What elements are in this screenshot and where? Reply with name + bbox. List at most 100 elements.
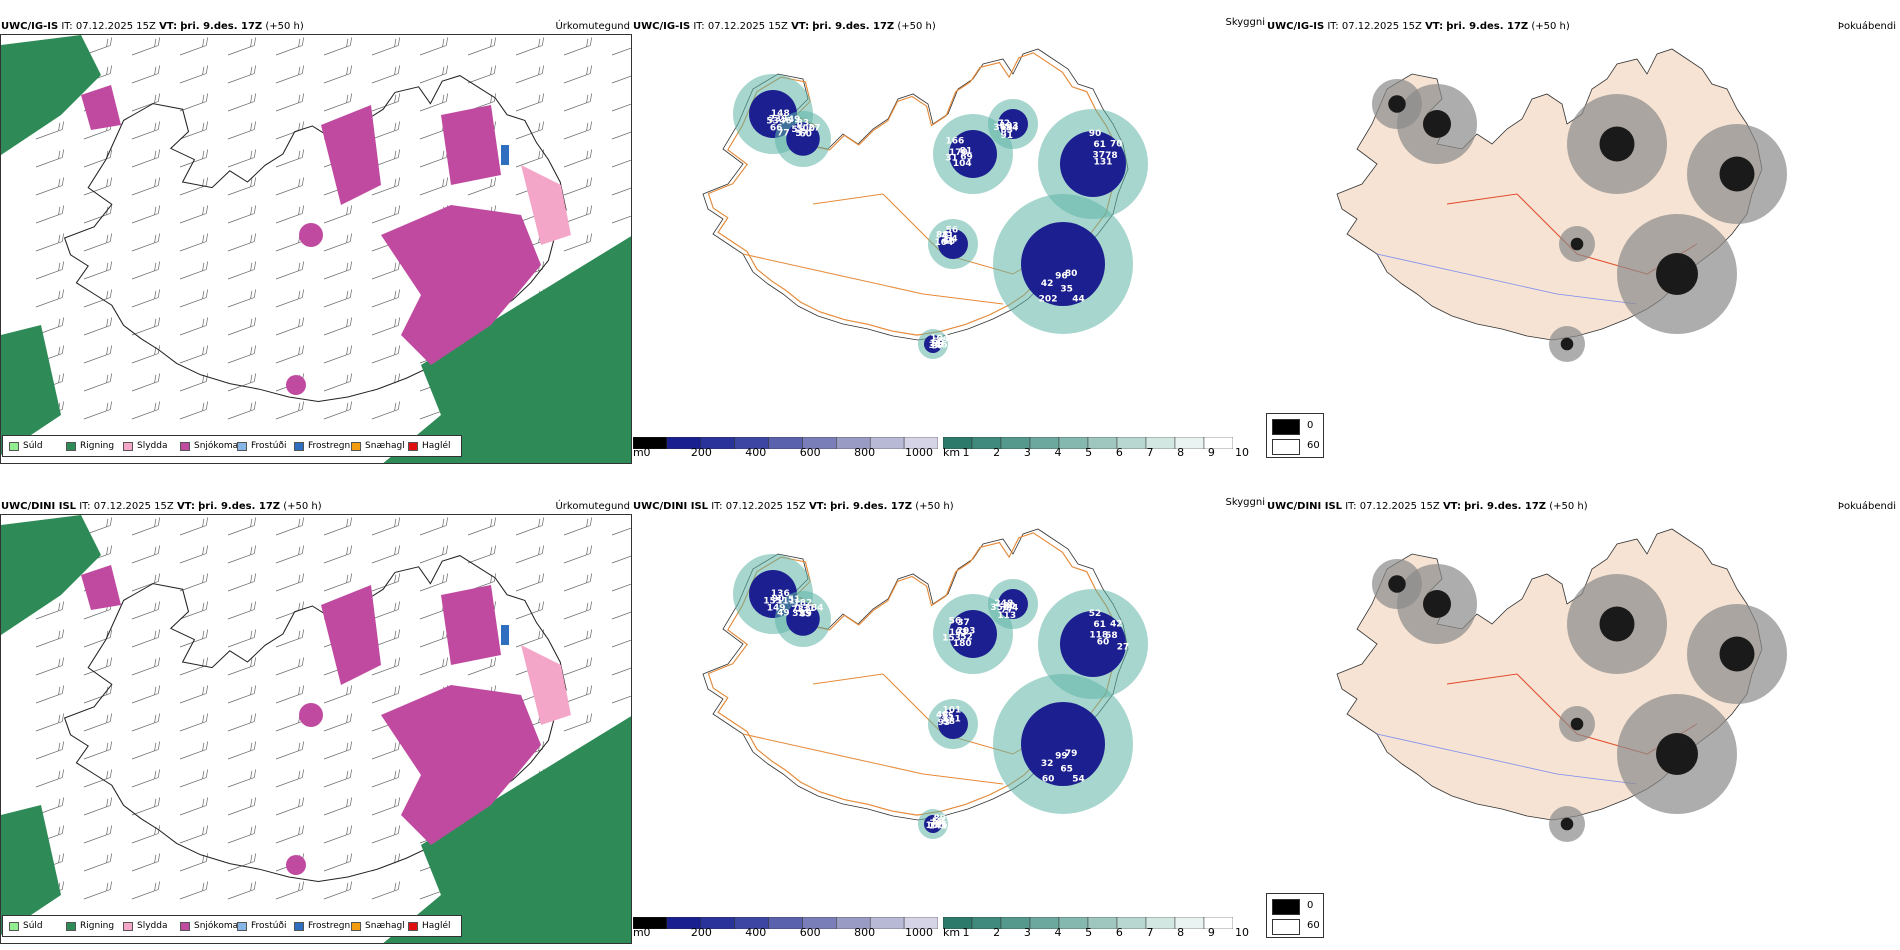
precip-legend-item: Frostúði bbox=[237, 921, 286, 931]
visibility-tick-label: 3 bbox=[1023, 446, 1031, 459]
wind-barb bbox=[35, 629, 65, 648]
fog-map[interactable] bbox=[1267, 34, 1899, 454]
wind-barb bbox=[131, 601, 161, 620]
height-tick-label: 800 bbox=[854, 446, 876, 459]
fog-legend-swatch-60 bbox=[1272, 439, 1300, 455]
visibility-map[interactable]: 148 104 90 80 104 104 84 55 49 69 61 44 66 65 91 57 46 31… bbox=[633, 34, 1265, 454]
fog-legend-swatch-0 bbox=[1272, 419, 1300, 435]
snow-area bbox=[441, 585, 501, 665]
snow-area bbox=[381, 205, 541, 365]
wind-barb bbox=[131, 517, 161, 536]
wind-barb bbox=[563, 657, 593, 676]
visibility-value: 182 bbox=[793, 599, 812, 609]
precip-legend-swatch bbox=[66, 921, 76, 931]
visibility-value: 73 bbox=[791, 605, 804, 615]
wind-barb bbox=[611, 553, 631, 564]
wind-barb bbox=[179, 149, 209, 168]
height-tick-label: 400 bbox=[745, 446, 767, 459]
visibility-value: 57 bbox=[795, 129, 808, 139]
visibility-value: 211 bbox=[942, 715, 961, 725]
rain-area bbox=[383, 236, 631, 463]
visibility-unit: km bbox=[943, 926, 961, 939]
wind-barb bbox=[275, 317, 305, 336]
wind-barb bbox=[179, 121, 209, 140]
height-tick-label: 600 bbox=[799, 446, 821, 459]
wind-barb bbox=[371, 797, 401, 816]
wind-barb bbox=[323, 261, 353, 280]
visibility-value: 104 bbox=[930, 334, 949, 344]
wind-barb bbox=[563, 573, 593, 592]
wind-barb bbox=[131, 65, 161, 84]
wind-barb bbox=[275, 881, 305, 900]
fog-map[interactable] bbox=[1267, 514, 1899, 934]
wind-barb bbox=[83, 657, 113, 676]
visibility-value: 58 bbox=[943, 717, 956, 727]
wind-barb bbox=[611, 129, 631, 140]
visibility-colorbar bbox=[943, 917, 1233, 929]
wind-barb bbox=[371, 93, 401, 112]
precip-legend-item: Snjókoma bbox=[180, 441, 238, 451]
visibility-value: 77 bbox=[777, 128, 790, 138]
precip-legend-item: Snæhagl bbox=[351, 921, 405, 931]
wind-barb bbox=[83, 289, 113, 308]
precip-map[interactable] bbox=[0, 34, 632, 464]
fog-legend-swatch-0 bbox=[1272, 899, 1300, 915]
road-network bbox=[742, 253, 1004, 305]
visibility-value: 136 bbox=[771, 589, 790, 599]
wind-barb bbox=[275, 149, 305, 168]
snow-area bbox=[286, 375, 306, 395]
precip-map[interactable] bbox=[0, 514, 632, 944]
wind-barb bbox=[275, 289, 305, 308]
wind-barb bbox=[275, 65, 305, 84]
fog-area bbox=[1599, 126, 1635, 162]
visibility-value: 69 bbox=[960, 152, 973, 162]
visibility-area bbox=[998, 109, 1028, 139]
visibility-tick-label: 6 bbox=[1115, 446, 1123, 459]
visibility-value: 58 bbox=[1105, 631, 1118, 641]
wind-barb bbox=[563, 685, 593, 704]
precip-legend-label: Snæhagl bbox=[365, 441, 405, 451]
wind-barb bbox=[131, 853, 161, 872]
wind-barb bbox=[35, 657, 65, 676]
wind-barb bbox=[371, 685, 401, 704]
wind-barb bbox=[83, 177, 113, 196]
height-colorbar-segment bbox=[903, 917, 938, 929]
wind-barb bbox=[227, 657, 257, 676]
visibility-value: 96 bbox=[1055, 272, 1068, 282]
wind-barb bbox=[419, 177, 449, 196]
visibility-value: 60 bbox=[1042, 774, 1055, 784]
visibility-map-canvas: 1361805279938994735152615458581133351111… bbox=[702, 528, 1148, 839]
visibility-colorbar-bar bbox=[943, 917, 1233, 929]
rain-area bbox=[1, 805, 61, 935]
wind-barb bbox=[611, 73, 631, 84]
wind-barb bbox=[275, 261, 305, 280]
visibility-value: 84 bbox=[1006, 123, 1019, 133]
wind-barb bbox=[419, 573, 449, 592]
fog-area bbox=[1423, 110, 1451, 138]
visibility-value: 37 bbox=[957, 618, 970, 628]
visibility-value: 52 bbox=[960, 632, 973, 642]
visibility-colorbar-bar bbox=[943, 437, 1233, 449]
fog-panel-header: UWC/DINI ISL IT: 07.12.2025 15Z VT: þri.… bbox=[1267, 501, 1588, 512]
wind-barb bbox=[83, 261, 113, 280]
wind-barb bbox=[323, 545, 353, 564]
visibility-map[interactable]: 136 180 52 79 93 89 94 73 51 52 61 54 58 58 113 335 111 1… bbox=[633, 514, 1265, 934]
visibility-value: 89 bbox=[933, 814, 946, 824]
wind-barb bbox=[371, 205, 401, 224]
wind-barb bbox=[323, 853, 353, 872]
wind-barb bbox=[131, 317, 161, 336]
visibility-value: 56 bbox=[935, 821, 948, 831]
wind-barb bbox=[323, 373, 353, 392]
visibility-tick-label: 10 bbox=[1235, 926, 1249, 939]
wind-barb bbox=[515, 149, 545, 168]
visibility-value: 80 bbox=[1003, 601, 1016, 611]
wind-barb bbox=[611, 525, 631, 536]
snow-area bbox=[286, 855, 306, 875]
snow-area bbox=[81, 565, 121, 610]
wind-barb bbox=[227, 685, 257, 704]
visibility-value: 55 bbox=[941, 712, 954, 722]
precip-legend-swatch bbox=[294, 921, 304, 931]
wind-barb bbox=[83, 769, 113, 788]
fog-area bbox=[1423, 590, 1451, 618]
wind-barb bbox=[371, 545, 401, 564]
